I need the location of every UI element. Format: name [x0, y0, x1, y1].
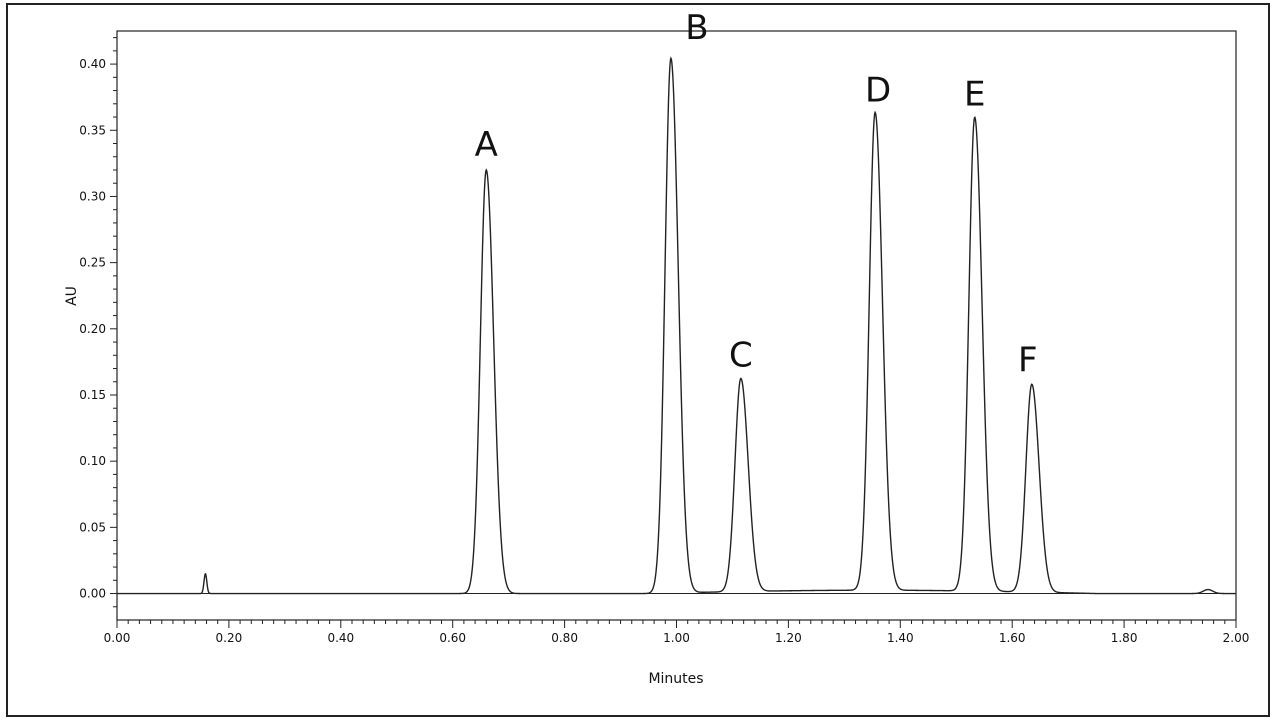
x-tick-label: 2.00: [1223, 631, 1250, 645]
x-tick-label: 1.20: [775, 631, 802, 645]
peak-label-a: A: [475, 125, 498, 165]
y-tick-label: 0.40: [79, 57, 106, 71]
y-tick-label: 0.20: [79, 322, 106, 336]
y-tick-label: 0.35: [79, 123, 106, 137]
x-tick-label: 0.80: [551, 631, 578, 645]
y-tick-label: 0.15: [79, 388, 106, 402]
peak-label-c: C: [729, 335, 753, 375]
y-axis-ticks: 0.00 0.05 0.10 0.15 0.20 0.25 0.30 0.35 0.40: [79, 37, 117, 608]
y-tick-label: 0.05: [79, 520, 106, 534]
x-tick-label: 0.60: [439, 631, 466, 645]
peak-label-d: D: [865, 71, 891, 111]
y-tick-label: 0.25: [79, 256, 106, 270]
plot-area: [116, 30, 1237, 621]
x-tick-label: 0.40: [327, 631, 354, 645]
peak-label-e: E: [964, 75, 985, 115]
x-tick-label: 1.60: [999, 631, 1026, 645]
x-tick-label: 1.00: [663, 631, 690, 645]
y-tick-label: 0.30: [79, 189, 106, 203]
x-tick-label: 0.20: [216, 631, 243, 645]
chromatogram-trace: [117, 56, 1236, 595]
y-tick-label: 0.10: [79, 454, 106, 468]
x-tick-label: 1.40: [887, 631, 914, 645]
y-axis-title: AU: [64, 286, 80, 306]
x-axis-ticks: 0.00 0.20 0.40 0.60 0.80 1.00 1.20 1.40 1.60 1.80…: [104, 620, 1250, 645]
y-tick-label: 0.00: [79, 587, 106, 601]
peak-label-b: B: [685, 8, 708, 48]
peak-label-f: F: [1018, 341, 1038, 381]
x-axis-title: Minutes: [648, 671, 703, 687]
x-tick-label: 1.80: [1111, 631, 1138, 645]
peak-labels: A B C D E F: [475, 8, 1038, 381]
x-tick-label: 0.00: [104, 631, 131, 645]
